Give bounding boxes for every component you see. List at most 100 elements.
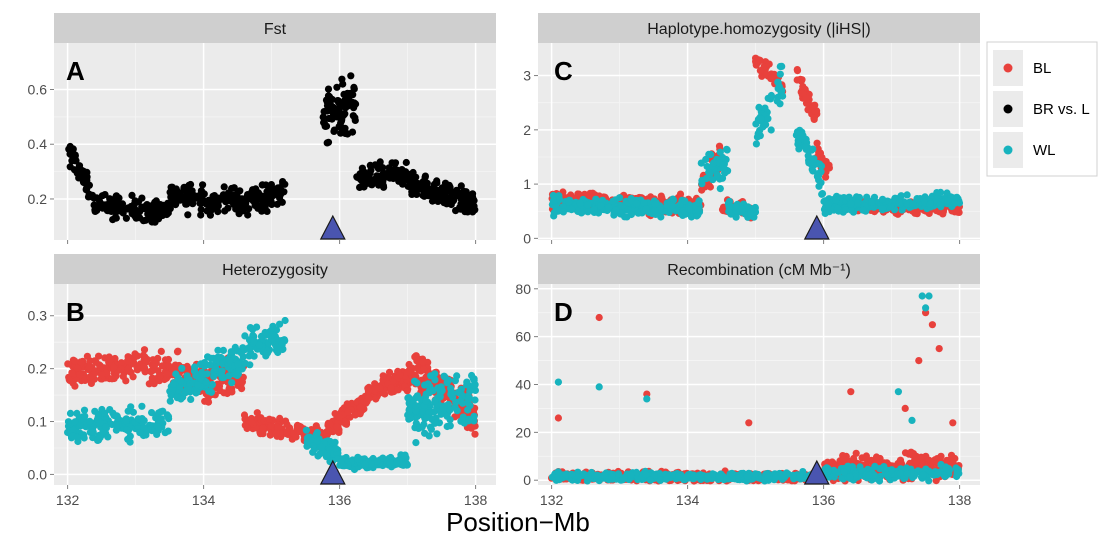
data-point — [283, 420, 291, 428]
data-point — [246, 361, 254, 369]
data-point — [208, 381, 216, 389]
data-point — [811, 101, 819, 109]
data-point — [85, 363, 94, 372]
data-point — [204, 398, 213, 406]
data-point — [405, 407, 413, 415]
data-point — [324, 426, 332, 434]
data-point — [313, 429, 321, 437]
y-tick-label: 0.2 — [28, 191, 48, 207]
data-point — [595, 313, 603, 322]
data-point — [802, 99, 811, 107]
data-point — [575, 190, 583, 198]
data-point — [854, 199, 862, 207]
data-point — [451, 377, 459, 385]
data-point — [651, 206, 659, 214]
data-point — [379, 164, 387, 172]
data-point — [762, 121, 770, 129]
data-point — [93, 194, 101, 202]
data-point — [574, 207, 582, 215]
data-point — [261, 328, 269, 337]
data-point — [225, 372, 233, 380]
data-point — [471, 396, 479, 404]
data-point — [129, 408, 137, 416]
panel-strip-A — [54, 13, 496, 43]
data-point — [95, 352, 103, 360]
data-point — [253, 409, 261, 417]
data-point — [912, 457, 920, 465]
data-point — [249, 186, 257, 194]
data-point — [231, 196, 239, 204]
data-point — [918, 292, 926, 300]
data-point — [412, 402, 420, 410]
position-marker-icon — [319, 214, 346, 240]
data-point — [457, 182, 465, 190]
data-point — [255, 341, 263, 349]
data-point — [433, 177, 441, 185]
x-tick-label: 136 — [328, 492, 352, 508]
data-point — [715, 142, 724, 150]
data-point — [554, 468, 562, 476]
data-point — [376, 384, 384, 392]
data-point — [150, 200, 158, 208]
data-point — [412, 407, 420, 415]
data-point — [862, 454, 870, 463]
data-point — [404, 394, 412, 402]
data-point — [266, 431, 274, 439]
data-point — [227, 348, 235, 356]
data-point — [412, 439, 420, 447]
data-point — [632, 199, 641, 208]
data-point — [909, 200, 917, 208]
data-point — [810, 114, 818, 122]
data-point — [419, 358, 427, 366]
data-point — [584, 201, 592, 209]
data-point — [453, 186, 461, 194]
data-point — [126, 438, 134, 446]
data-point — [68, 369, 76, 377]
data-point — [263, 350, 271, 358]
panel-group-A: Fst 0.20.40.6 A — [28, 13, 496, 244]
data-point — [448, 390, 456, 398]
data-point — [268, 331, 277, 339]
data-point — [554, 378, 563, 386]
y-tick-label: 0.0 — [28, 466, 48, 482]
data-point — [466, 387, 474, 395]
data-point — [396, 371, 404, 379]
data-point — [908, 416, 916, 424]
data-point — [950, 199, 959, 207]
data-point — [309, 442, 317, 450]
x-tick-label: 132 — [56, 492, 80, 508]
data-point — [789, 471, 797, 479]
data-point — [751, 470, 760, 478]
data-point — [393, 458, 401, 466]
legend: BL BR vs. L WL — [986, 41, 1098, 177]
data-point — [283, 428, 291, 436]
data-point — [935, 345, 943, 353]
data-point — [418, 423, 426, 431]
data-point — [337, 119, 345, 127]
data-point — [148, 409, 156, 417]
data-point — [328, 113, 336, 121]
data-point — [224, 204, 232, 212]
data-point — [207, 206, 215, 214]
data-point — [372, 395, 380, 403]
data-point — [433, 186, 441, 194]
data-point — [125, 365, 133, 373]
data-point — [110, 411, 118, 420]
data-point — [422, 390, 430, 398]
data-point — [411, 377, 419, 385]
data-point — [936, 201, 944, 209]
data-point — [388, 159, 396, 167]
data-point — [344, 102, 352, 110]
data-point — [842, 206, 850, 214]
data-point — [405, 170, 413, 178]
data-point — [244, 344, 253, 352]
data-point — [462, 197, 470, 205]
y-tick-label: 60 — [515, 329, 531, 345]
data-point — [907, 448, 915, 456]
data-point — [106, 355, 115, 363]
data-point — [824, 467, 832, 475]
data-point — [716, 474, 724, 482]
data-point — [728, 469, 736, 477]
data-point — [124, 357, 132, 365]
